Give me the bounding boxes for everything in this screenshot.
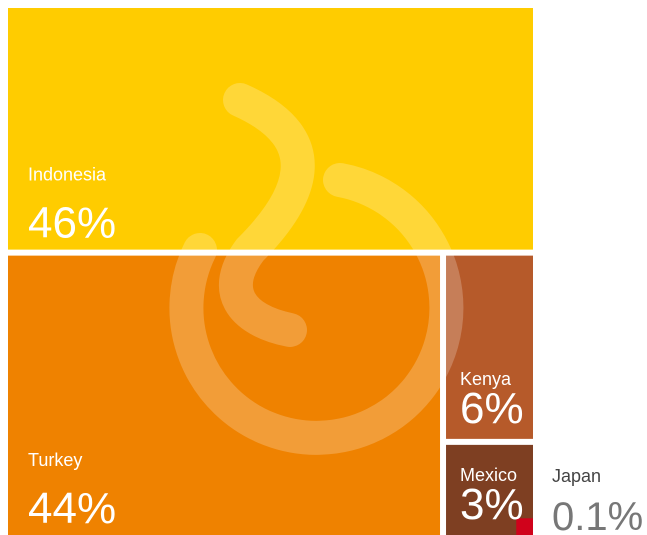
tile-label: Mexico [460, 465, 517, 485]
tile-value: 3% [460, 480, 524, 529]
tile [446, 255, 533, 439]
treemap [8, 8, 533, 535]
tile-label: Indonesia [28, 165, 107, 185]
watermark [169, 83, 464, 455]
tile-label: Kenya [460, 369, 512, 389]
outside-value: 0.1% [552, 495, 643, 535]
tile-value: 46% [28, 199, 116, 248]
tile-value: 44% [28, 484, 116, 533]
tile [516, 518, 533, 535]
tile-label: Turkey [28, 450, 82, 470]
tile-value: 6% [460, 384, 524, 433]
watermark-arc [169, 163, 464, 455]
tile [8, 8, 533, 250]
outside-label: Japan [552, 466, 601, 486]
tile [8, 255, 441, 535]
watermark-stroke [218, 83, 315, 347]
